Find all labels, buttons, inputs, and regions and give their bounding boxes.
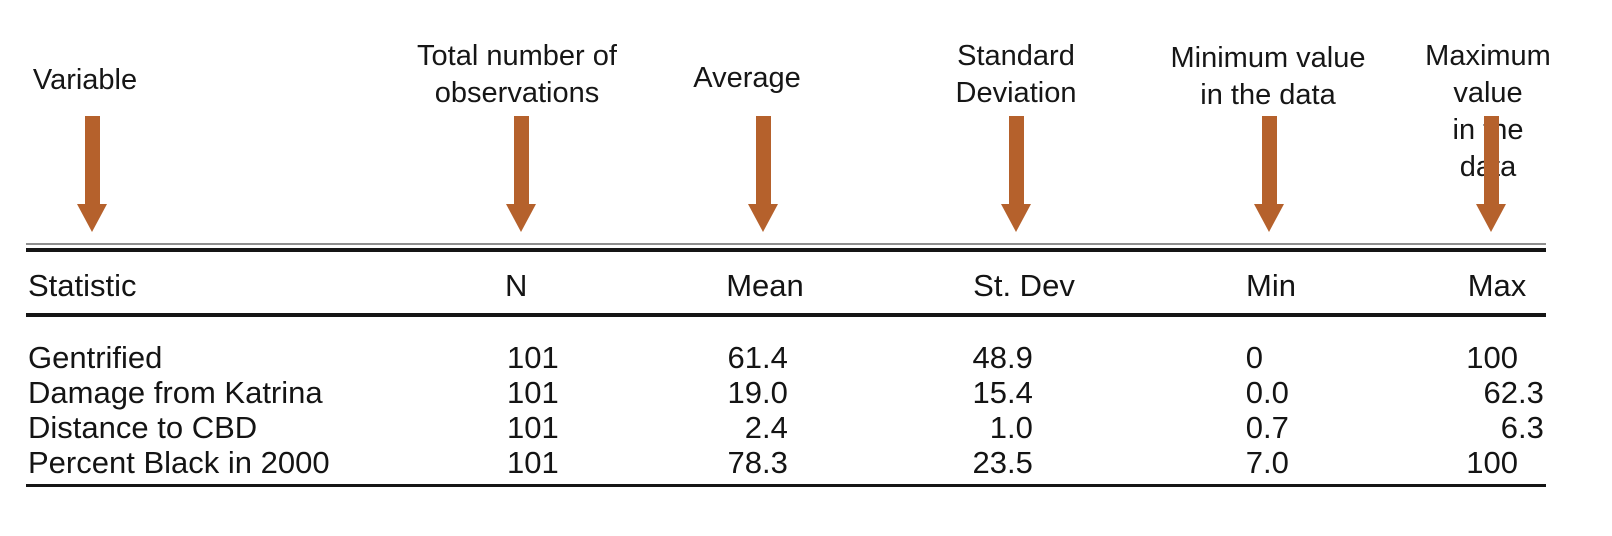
label-average: Average bbox=[693, 62, 801, 94]
down-arrow-min-icon bbox=[1254, 116, 1284, 232]
cell-variable: Percent Black in 2000 bbox=[28, 445, 330, 480]
label-variable: Variable bbox=[32, 64, 138, 96]
down-arrow-mean-icon bbox=[748, 116, 778, 232]
down-arrow-max-icon bbox=[1476, 116, 1506, 232]
cell-max: 62.3 bbox=[1483, 375, 1544, 410]
column-statistic: Gentrified Damage from Katrina Distance … bbox=[28, 340, 330, 480]
down-arrow-n-icon bbox=[506, 116, 536, 232]
header-statistic: Statistic bbox=[28, 268, 137, 303]
cell-st-dev: 48.9 bbox=[972, 340, 1033, 375]
cell-st-dev: 15.4 bbox=[972, 375, 1033, 410]
cell-max: 6.3 bbox=[1500, 410, 1544, 445]
cell-n: 101 bbox=[507, 410, 559, 445]
table-top-rule-thin bbox=[26, 243, 1546, 245]
label-standard-deviation: Standard Deviation bbox=[955, 40, 1077, 109]
cell-variable: Distance to CBD bbox=[28, 410, 258, 445]
cell-min: 7.0 bbox=[1245, 445, 1289, 480]
cell-n: 101 bbox=[507, 375, 559, 410]
cell-variable: Damage from Katrina bbox=[28, 375, 323, 410]
column-n: 101 101 101 101 bbox=[507, 340, 559, 480]
header-n: N bbox=[505, 268, 528, 303]
cell-mean: 2.4 bbox=[744, 410, 788, 445]
cell-variable: Gentrified bbox=[28, 340, 163, 375]
label-minimum-value: Minimum value in the data bbox=[1170, 42, 1366, 111]
table-bottom-rule bbox=[26, 484, 1546, 487]
column-mean: 61.4 19.0 2.4 78.3 bbox=[727, 340, 788, 480]
cell-st-dev: 23.5 bbox=[972, 445, 1033, 480]
down-arrow-variable-icon bbox=[77, 116, 107, 232]
cell-min: 0 bbox=[1245, 340, 1263, 375]
header-max: Max bbox=[1467, 268, 1527, 303]
down-arrow-stdev-icon bbox=[1001, 116, 1031, 232]
cell-n: 101 bbox=[507, 445, 559, 480]
cell-min: 0.0 bbox=[1245, 375, 1289, 410]
cell-st-dev: 1.0 bbox=[989, 410, 1033, 445]
cell-n: 101 bbox=[507, 340, 559, 375]
cell-mean: 78.3 bbox=[727, 445, 788, 480]
column-st-dev: 48.9 15.4 1.0 23.5 bbox=[972, 340, 1033, 480]
cell-max: 100 bbox=[1466, 340, 1518, 375]
cell-mean: 61.4 bbox=[727, 340, 788, 375]
cell-mean: 19.0 bbox=[727, 375, 788, 410]
column-min: 0 0.0 0.7 7.0 bbox=[1245, 340, 1289, 480]
table-header-rule bbox=[26, 313, 1546, 317]
table-top-rule bbox=[26, 248, 1546, 252]
header-st-dev: St. Dev bbox=[973, 268, 1075, 303]
cell-max: 100 bbox=[1466, 445, 1518, 480]
label-total-observations: Total number of observations bbox=[417, 40, 617, 109]
header-min: Min bbox=[1246, 268, 1296, 303]
column-max: 100 62.3 6.3 100 bbox=[1466, 340, 1544, 480]
cell-min: 0.7 bbox=[1245, 410, 1289, 445]
header-mean: Mean bbox=[726, 268, 804, 303]
